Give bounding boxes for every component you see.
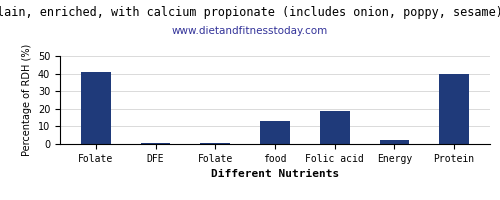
X-axis label: Different Nutrients: Different Nutrients — [211, 169, 339, 179]
Text: lain, enriched, with calcium propionate (includes onion, poppy, sesame): lain, enriched, with calcium propionate … — [0, 6, 500, 19]
Bar — [380, 140, 410, 144]
Bar — [260, 121, 290, 144]
Bar — [140, 143, 170, 144]
Bar — [200, 143, 230, 144]
Bar — [439, 74, 469, 144]
Y-axis label: Percentage of RDH (%): Percentage of RDH (%) — [22, 44, 32, 156]
Bar — [320, 111, 350, 144]
Bar — [81, 72, 111, 144]
Text: www.dietandfitnesstoday.com: www.dietandfitnesstoday.com — [172, 26, 328, 36]
